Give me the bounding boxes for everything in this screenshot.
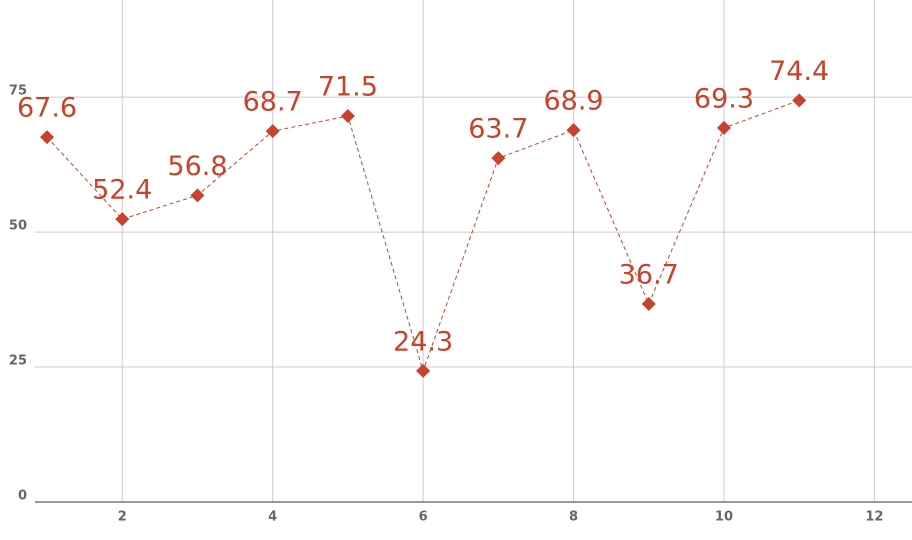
value-label: 67.6 xyxy=(17,93,77,124)
value-label: 74.4 xyxy=(769,56,829,87)
marker xyxy=(566,123,581,138)
value-label: 69.3 xyxy=(694,83,754,114)
marker xyxy=(416,363,431,378)
y-tick-label: 25 xyxy=(9,354,27,369)
y-tick-label: 75 xyxy=(9,84,27,99)
y-tick-label: 0 xyxy=(18,489,27,504)
marker xyxy=(190,188,205,203)
y-tick-label: 50 xyxy=(9,219,27,234)
x-tick-label: 8 xyxy=(569,510,578,525)
value-label: 56.8 xyxy=(167,151,227,182)
value-label: 71.5 xyxy=(318,72,378,103)
marker xyxy=(641,296,656,311)
x-tick-label: 12 xyxy=(865,510,883,525)
value-label: 36.7 xyxy=(619,259,679,290)
x-tick-label: 4 xyxy=(268,510,277,525)
marker xyxy=(265,124,280,139)
x-tick-label: 6 xyxy=(419,510,428,525)
marker xyxy=(115,212,130,227)
marker xyxy=(491,151,506,166)
value-label: 52.4 xyxy=(92,175,152,206)
value-label: 63.7 xyxy=(468,114,528,145)
marker xyxy=(40,130,55,145)
value-label: 68.7 xyxy=(243,87,303,118)
marker xyxy=(716,120,731,135)
marker xyxy=(792,93,807,108)
x-tick-label: 10 xyxy=(715,510,733,525)
value-label: 68.9 xyxy=(543,86,603,117)
value-label: 24.3 xyxy=(393,326,453,357)
marker xyxy=(340,109,355,124)
x-tick-label: 2 xyxy=(118,510,127,525)
